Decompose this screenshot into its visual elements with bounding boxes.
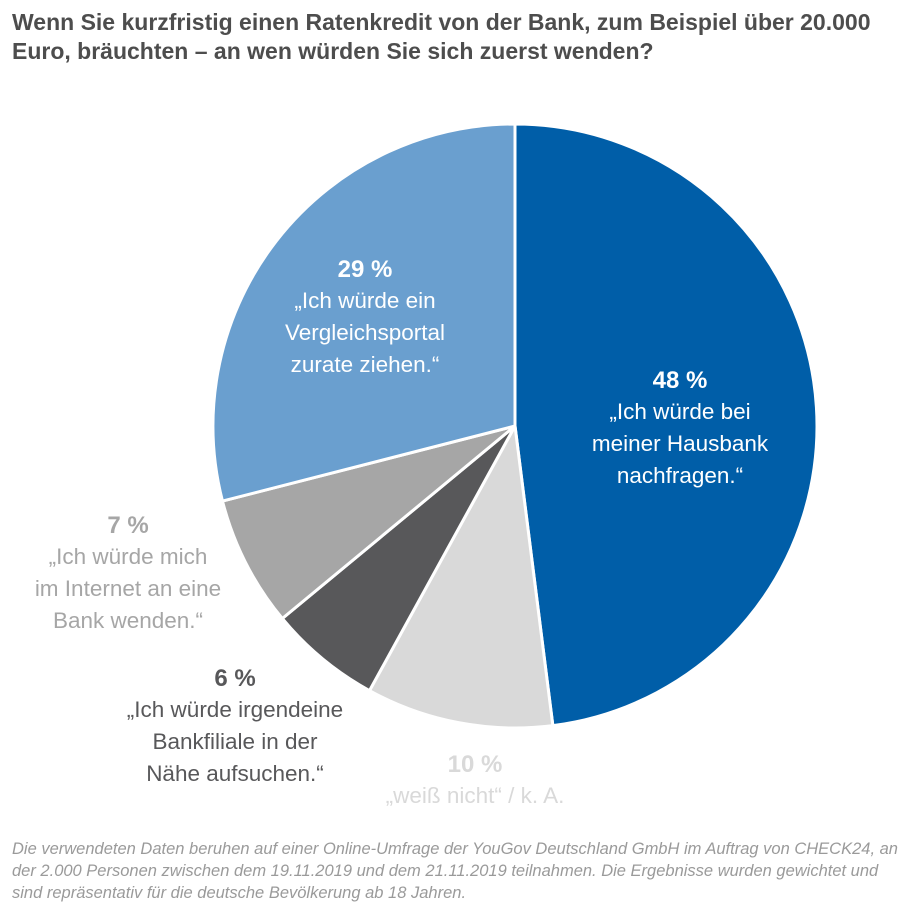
slice-description-line: „Ich würde ein: [294, 288, 436, 313]
label-weiss-nicht: 10 % „weiß nicht“ / k. A.: [315, 750, 635, 812]
slice-percent-label: 48 %: [652, 367, 708, 394]
slice-percent-label: 10 %: [447, 751, 503, 778]
pie-slice: [220, 424, 516, 621]
label-hausbank: 48 % „Ich würde bei meiner Hausbank nachfra…: [520, 366, 840, 492]
slice-description-line: Bankfiliale in der: [152, 729, 318, 754]
slice-description-line: Bank wenden.“: [52, 608, 204, 633]
pie-slice: [211, 122, 517, 503]
slice-description-line: zurate ziehen.“: [290, 352, 440, 377]
slice-percent-label: 6 %: [214, 665, 256, 692]
slice-description-line: im Internet an eine: [34, 576, 222, 601]
slice-description-line: „Ich würde irgendeine: [126, 697, 344, 722]
chart-title: Wenn Sie kurzfristig einen Ratenkredit v…: [12, 9, 871, 64]
slice-description-line: „Ich würde mich: [48, 544, 208, 569]
label-vergleichsportal: 29 % „Ich würde ein Vergleichsportal zurate…: [205, 255, 525, 381]
pie-slice: [513, 122, 819, 728]
slice-description-line: nachfragen.“: [616, 463, 744, 488]
slice-percent-label: 7 %: [107, 512, 149, 539]
footnote: Die verwendeten Daten beruhen auf einer …: [12, 840, 898, 902]
label-internet-bank: 7 % „Ich würde mich im Internet an eine Ban…: [0, 511, 288, 637]
pie-slice: [367, 421, 555, 730]
slice-percent-label: 29 %: [337, 256, 393, 283]
label-bankfiliale: 6 % „Ich würde irgendeine Bankfiliale in d…: [75, 664, 395, 790]
slice-description-line: „Ich würde bei: [609, 399, 751, 424]
slice-description-line: „weiß nicht“ / k. A.: [385, 783, 565, 808]
slice-description-line: Nähe aufsuchen.“: [146, 761, 324, 786]
slice-description-line: meiner Hausbank: [591, 431, 769, 456]
slice-description-line: Vergleichsportal: [284, 320, 446, 345]
